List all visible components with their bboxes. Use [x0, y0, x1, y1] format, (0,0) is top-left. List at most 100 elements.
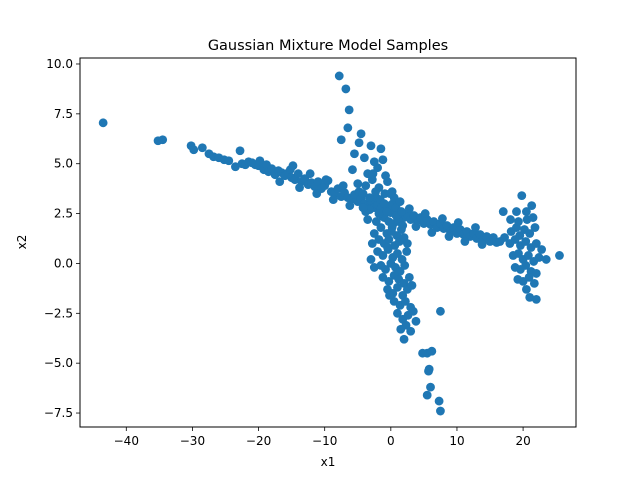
data-point [255, 156, 265, 166]
data-point [427, 346, 437, 356]
data-point [344, 105, 354, 115]
x-axis-label: x1 [321, 455, 336, 469]
data-point [460, 237, 470, 246]
data-point [517, 191, 527, 201]
data-point [158, 135, 168, 145]
data-point [366, 141, 376, 151]
data-point [275, 177, 285, 187]
data-point [343, 123, 353, 133]
y-tick-label: 10.0 [46, 57, 73, 71]
data-point [531, 239, 541, 248]
y-tick-label: 0.0 [54, 256, 73, 270]
data-point [404, 273, 414, 282]
data-point [420, 209, 430, 218]
data-point [397, 207, 406, 216]
data-point [231, 162, 240, 172]
data-point [408, 306, 418, 316]
y-tick-label: −2.5 [44, 306, 73, 320]
data-point [383, 177, 392, 187]
data-point [424, 364, 434, 374]
data-point [293, 169, 303, 179]
data-point [527, 201, 537, 211]
data-point [401, 320, 411, 330]
data-point [512, 207, 521, 216]
data-point [374, 209, 384, 218]
data-point [529, 278, 539, 288]
data-point [514, 249, 523, 258]
data-point [426, 382, 435, 392]
data-point [382, 207, 392, 216]
data-point [434, 396, 444, 406]
data-point [522, 207, 531, 216]
data-point [359, 153, 369, 163]
data-point [395, 197, 405, 207]
data-point [534, 253, 544, 262]
data-point [358, 203, 368, 212]
data-point [350, 149, 359, 159]
data-point [531, 294, 541, 304]
plot-area-frame [79, 57, 577, 428]
data-point [387, 223, 397, 232]
data-point [366, 255, 376, 264]
data-point [444, 232, 454, 241]
data-point [235, 146, 245, 156]
x-tick-label: 20 [515, 434, 530, 448]
data-point [537, 245, 547, 254]
data-point [365, 193, 375, 203]
data-point [379, 199, 389, 209]
data-point [363, 215, 373, 224]
y-tick-label: 2.5 [54, 207, 73, 221]
data-point [436, 406, 445, 416]
data-point [378, 251, 388, 260]
data-point [498, 207, 508, 216]
data-point [369, 229, 379, 238]
data-point [312, 189, 322, 199]
data-point [371, 217, 381, 226]
data-point [353, 179, 363, 189]
data-point [411, 222, 421, 231]
points-layer [98, 71, 564, 416]
data-point [422, 390, 432, 400]
data-point [385, 290, 394, 300]
y-axis-ticks: −7.5 −5.0 −2.5 0.0 2.5 5.0 7.5 10.0 [44, 57, 80, 420]
data-point [358, 189, 368, 199]
data-point [521, 261, 531, 270]
data-point [400, 261, 410, 270]
data-point [336, 135, 346, 145]
data-point [506, 215, 515, 224]
data-point [189, 145, 199, 155]
data-point [471, 223, 480, 232]
data-point [305, 169, 315, 179]
y-tick-label: 5.0 [54, 157, 73, 171]
data-point [531, 269, 541, 278]
y-axis-label: x2 [15, 235, 29, 250]
data-point [393, 282, 402, 292]
data-point [356, 129, 366, 139]
data-point [427, 228, 437, 237]
data-point [334, 71, 344, 81]
data-point [438, 214, 447, 223]
data-point [393, 249, 402, 258]
data-point [404, 204, 414, 213]
y-tick-label: 7.5 [54, 107, 73, 121]
data-point [354, 138, 364, 148]
data-point [338, 181, 348, 191]
x-axis-ticks: −40 −30 −20 −10 0 10 20 [114, 427, 531, 448]
data-point [514, 217, 523, 226]
data-point [385, 189, 395, 199]
data-point [407, 280, 417, 290]
data-point [313, 177, 323, 187]
data-point [528, 213, 538, 222]
data-point [397, 225, 406, 234]
data-point [98, 118, 108, 128]
y-tick-label: −5.0 [44, 356, 73, 370]
x-tick-label: 0 [387, 434, 395, 448]
data-point [381, 265, 390, 274]
data-point [341, 84, 351, 94]
data-point [525, 292, 535, 302]
data-point [402, 247, 412, 256]
data-point [522, 284, 531, 294]
data-point [393, 308, 402, 318]
data-point [197, 143, 207, 153]
